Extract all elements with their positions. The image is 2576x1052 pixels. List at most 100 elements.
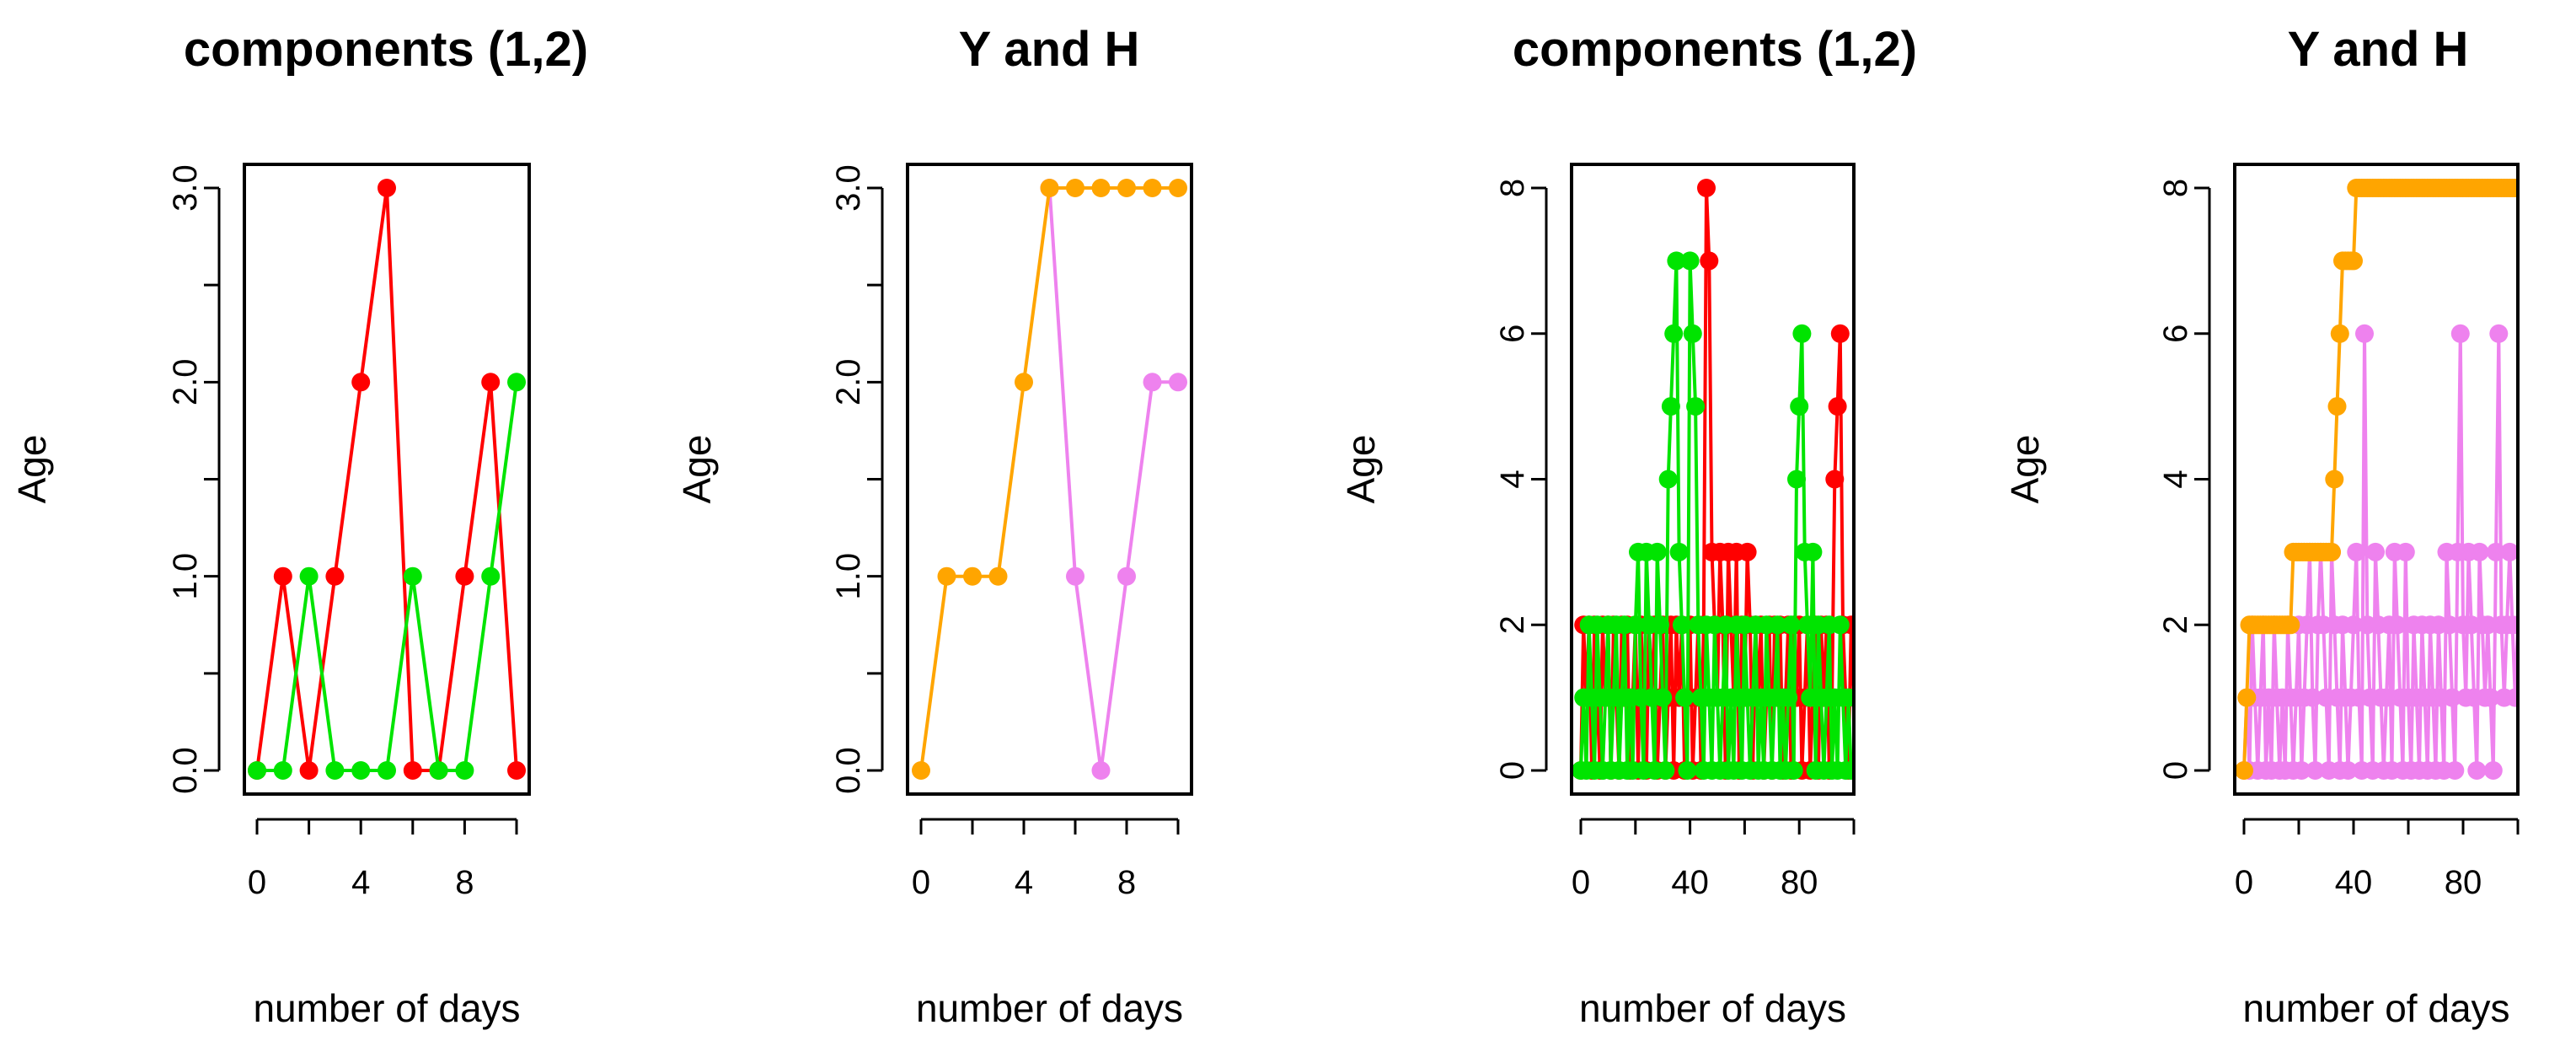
- y-tick-label: 3.0: [167, 164, 204, 212]
- data-point: [273, 566, 292, 586]
- data-point: [1066, 179, 1084, 197]
- chart-title: components (1,2): [184, 22, 588, 77]
- data-point: [429, 761, 448, 780]
- data-point: [2467, 761, 2487, 780]
- data-point: [937, 566, 956, 586]
- data-point: [1680, 251, 1700, 271]
- data-point: [2509, 179, 2518, 197]
- data-point: [1647, 542, 1667, 561]
- data-point: [1664, 324, 1684, 343]
- data-point: [1066, 566, 1084, 586]
- data-point: [2500, 542, 2518, 561]
- x-tick-label: 0: [1572, 864, 1590, 901]
- y-tick-label: 4: [2157, 470, 2194, 488]
- y-tick-label: 3.0: [830, 164, 867, 212]
- data-point: [1669, 542, 1689, 561]
- data-point: [1697, 179, 1716, 197]
- y-axis: 0.0 1.0 2.0 3.0: [830, 164, 884, 794]
- y-tick-label: 4: [1494, 470, 1531, 488]
- data-point: [912, 761, 930, 780]
- series-y: [2235, 179, 2518, 780]
- data-point: [1169, 179, 1187, 197]
- x-axis: 0 40 80: [1572, 818, 1856, 901]
- y-tick-label: 0.0: [167, 747, 204, 794]
- data-point: [1700, 251, 1719, 271]
- chart-title: Y and H: [2288, 22, 2469, 77]
- plot-area: [1572, 179, 1854, 780]
- data-point: [2327, 397, 2347, 416]
- data-point: [481, 373, 501, 392]
- data-point: [455, 566, 474, 586]
- y-tick-label: 6: [2157, 325, 2194, 343]
- y-tick-label: 6: [1494, 325, 1531, 343]
- data-point: [1143, 373, 1162, 392]
- data-point: [378, 761, 396, 780]
- data-point: [2445, 761, 2465, 780]
- data-point: [2489, 324, 2509, 343]
- data-point: [2366, 542, 2385, 561]
- series-component-2: [248, 373, 526, 780]
- x-tick-label: 4: [351, 864, 370, 901]
- data-point: [378, 179, 396, 197]
- data-point: [1825, 470, 1845, 489]
- data-point: [1661, 397, 1680, 416]
- y-axis: 0.0 1.0 2.0 3.0: [167, 164, 221, 794]
- data-point: [273, 761, 292, 780]
- data-point: [507, 761, 526, 780]
- data-point: [2396, 542, 2415, 561]
- data-point: [2509, 615, 2518, 635]
- y-tick-label: 1.0: [167, 553, 204, 600]
- x-tick-label: 4: [1015, 864, 1033, 901]
- plot-frame: [1570, 163, 1856, 796]
- data-point: [2306, 761, 2325, 780]
- data-point: [248, 761, 266, 780]
- data-point: [1658, 470, 1678, 489]
- data-point: [1781, 615, 1801, 635]
- data-point: [1683, 324, 1702, 343]
- data-point: [403, 566, 422, 586]
- chart-panel-2: Y and H 0.0 1.0 2.0 3.0 0 4 8 number of days Age: [675, 22, 1193, 1030]
- data-point: [2292, 761, 2311, 780]
- data-point: [1117, 566, 1136, 586]
- data-point: [2235, 761, 2253, 780]
- chart-title: components (1,2): [1513, 22, 1917, 77]
- x-tick-label: 0: [248, 864, 266, 901]
- data-point: [2281, 615, 2300, 635]
- data-point: [2478, 615, 2498, 635]
- data-point: [2347, 542, 2366, 561]
- plot-area: [912, 179, 1187, 780]
- data-point: [2439, 615, 2459, 635]
- plot-frame: [906, 163, 1193, 796]
- data-point: [988, 566, 1008, 586]
- data-point: [1091, 761, 1111, 780]
- chart-panel-1: components (1,2) 0.0 1.0 2.0 3.0 0 4 8 number of…: [10, 22, 588, 1030]
- data-point: [1787, 470, 1806, 489]
- data-point: [2330, 324, 2349, 343]
- x-axis-label: number of days: [916, 986, 1183, 1030]
- x-axis-label: number of days: [253, 986, 520, 1030]
- data-point: [1686, 397, 1706, 416]
- data-point: [963, 566, 982, 586]
- y-axis-label: Age: [675, 435, 719, 504]
- data-point: [1169, 373, 1187, 392]
- x-axis: 0 40 80: [2235, 818, 2520, 901]
- data-point: [2470, 542, 2489, 561]
- data-point: [1651, 615, 1669, 635]
- x-tick-label: 80: [1781, 864, 1818, 901]
- data-point: [1784, 761, 1803, 780]
- data-point: [1672, 615, 1691, 635]
- data-point: [481, 566, 501, 586]
- x-tick-label: 40: [1671, 864, 1709, 901]
- data-point: [2344, 615, 2363, 635]
- data-point: [455, 761, 474, 780]
- data-point: [2338, 761, 2358, 780]
- y-tick-label: 2: [1494, 615, 1531, 634]
- y-tick-label: 8: [1494, 179, 1531, 197]
- data-point: [351, 373, 371, 392]
- y-axis-label: Age: [1339, 435, 1383, 504]
- data-point: [325, 761, 345, 780]
- data-point: [403, 761, 422, 780]
- plot-area: [248, 179, 526, 780]
- x-axis-label: number of days: [2242, 986, 2509, 1030]
